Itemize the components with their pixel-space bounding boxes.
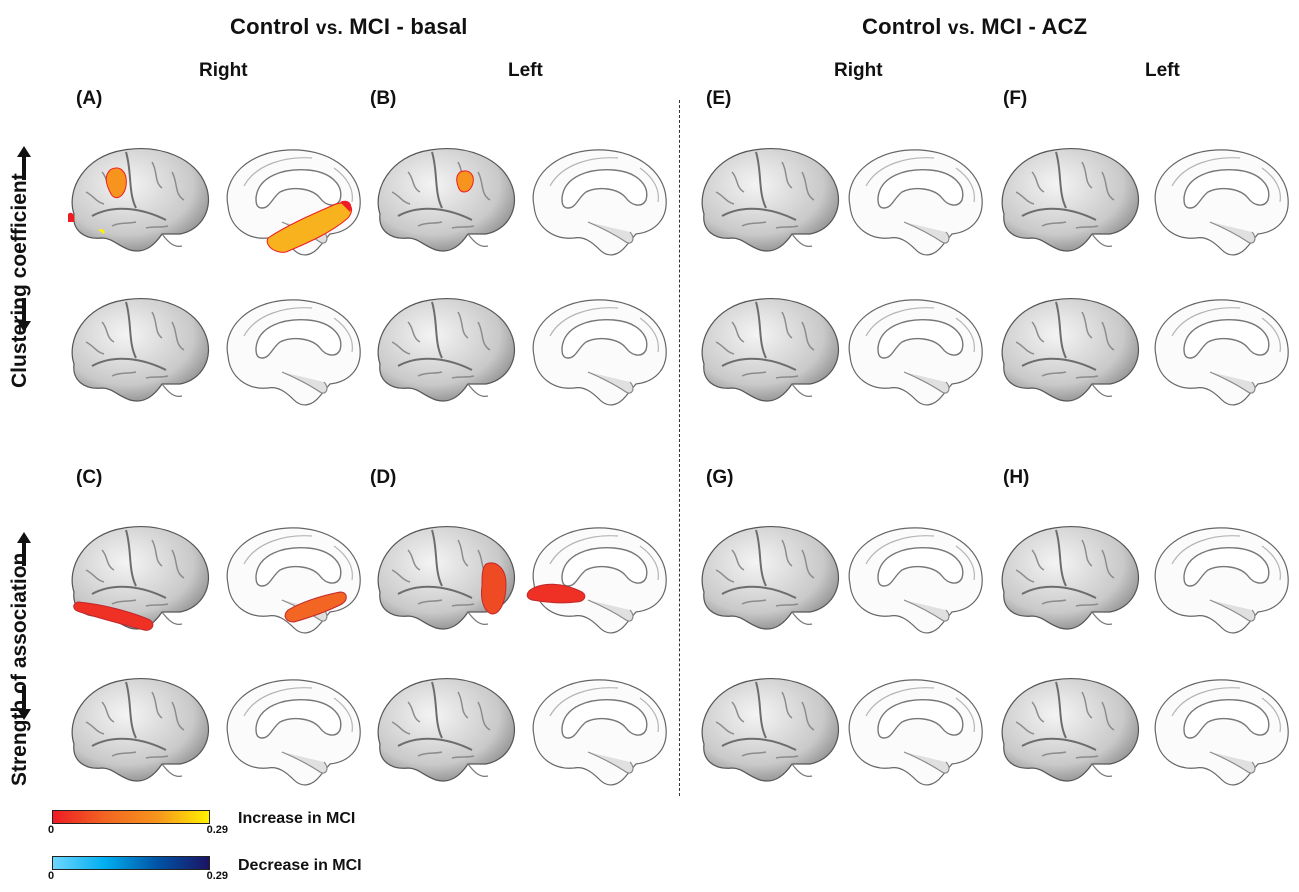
- medial-brain-surface: [526, 527, 667, 634]
- medial-brain-surface: [848, 149, 983, 256]
- lateral-brain-surface: [71, 678, 210, 782]
- colorbar-increase: [52, 810, 210, 824]
- colorbar-max: 0.29: [206, 870, 228, 882]
- lateral-brain-surface: [377, 678, 516, 782]
- colorbar-min: 0: [48, 824, 55, 836]
- group-divider: [679, 100, 680, 796]
- lateral-brain-surface: [701, 678, 840, 782]
- lateral-brain-surface: [701, 298, 840, 402]
- legend-decrease: 0 0.29: [48, 856, 228, 882]
- lateral-brain-surface: [1001, 678, 1140, 782]
- colorbar-max: 0.29: [206, 824, 228, 836]
- medial-brain-surface: [848, 679, 983, 786]
- panel-label-f: (F): [1003, 88, 1028, 109]
- panel-label-e: (E): [706, 88, 732, 109]
- lateral-brain-surface: [71, 298, 210, 402]
- arrow-up-icon: [17, 532, 31, 566]
- lateral-brain-surface: [377, 148, 516, 252]
- lateral-brain-surface: [701, 148, 840, 252]
- medial-brain-surface: [532, 299, 667, 406]
- medial-brain-surface: [532, 149, 667, 256]
- row-label-strength: Strength of association: [8, 552, 31, 786]
- panel-label-g: (G): [706, 467, 734, 488]
- panel-label-a: (A): [76, 88, 103, 109]
- medial-brain-surface: [848, 527, 983, 634]
- lateral-brain-surface: [68, 148, 210, 252]
- medial-brain-surface: [226, 299, 361, 406]
- hemisphere-label-right: Right: [199, 60, 248, 81]
- medial-brain-surface: [226, 679, 361, 786]
- medial-brain-surface: [1154, 299, 1289, 406]
- lateral-brain-surface: [1001, 526, 1140, 630]
- hemisphere-label-left: Left: [1145, 60, 1180, 81]
- lateral-brain-surface: [1001, 298, 1140, 402]
- medial-brain-surface: [226, 527, 361, 634]
- medial-brain-surface: [1154, 527, 1289, 634]
- panel-label-h: (H): [1003, 467, 1030, 488]
- medial-brain-surface: [532, 679, 667, 786]
- legend-decrease-label: Decrease in MCI: [238, 857, 362, 874]
- medial-brain-surface: [1154, 149, 1289, 256]
- panel-label-c: (C): [76, 467, 103, 488]
- group-title-acz: Control vs. MCI - ACZ: [862, 14, 1088, 39]
- medial-brain-surface: [226, 149, 361, 256]
- colorbar-decrease: [52, 856, 210, 870]
- panel-label-d: (D): [370, 467, 397, 488]
- arrow-down-icon: [17, 298, 31, 332]
- legend-increase-label: Increase in MCI: [238, 810, 356, 827]
- row-label-clustering: Clustering coefficient: [8, 173, 31, 388]
- lateral-brain-surface: [1001, 148, 1140, 252]
- arrow-down-icon: [17, 686, 31, 720]
- panel-label-b: (B): [370, 88, 397, 109]
- lateral-brain-surface: [701, 526, 840, 630]
- medial-brain-surface: [1154, 679, 1289, 786]
- lateral-brain-surface: [377, 298, 516, 402]
- legend-increase: 0 0.29: [48, 810, 228, 836]
- medial-brain-surface: [848, 299, 983, 406]
- lateral-brain-surface: [71, 526, 210, 631]
- colorbar-min: 0: [48, 870, 55, 882]
- hemisphere-label-right: Right: [834, 60, 883, 81]
- group-title-basal: Control vs. MCI - basal: [230, 14, 468, 39]
- lateral-brain-surface: [377, 526, 516, 630]
- hemisphere-label-left: Left: [508, 60, 543, 81]
- arrow-up-icon: [17, 146, 31, 180]
